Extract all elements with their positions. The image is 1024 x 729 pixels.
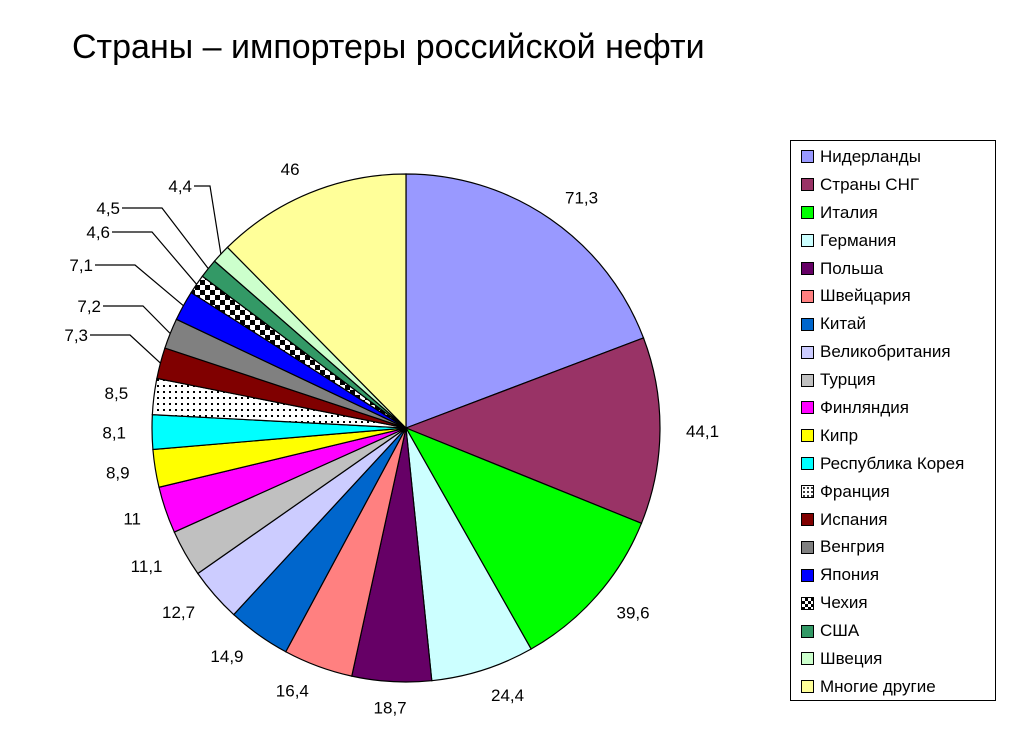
legend-item-кипр: Кипр (801, 422, 995, 450)
data-label-финляндия: 11 (123, 509, 141, 528)
data-label-швеция: 4,4 (168, 177, 192, 196)
pie-slice-многие-другие (226, 173, 407, 430)
legend-item-сша: США (801, 617, 995, 645)
data-label-сша: 4,5 (96, 199, 120, 218)
chart-title: Страны – импортеры российской нефти (72, 28, 705, 66)
legend-swatch (801, 150, 814, 164)
legend-item-чехия: Чехия (801, 589, 995, 617)
legend-label: Италия (820, 202, 878, 222)
legend-swatch (801, 262, 814, 275)
legend-swatch (801, 345, 814, 359)
legend-item-италия: Италия (801, 199, 995, 227)
legend-label: Польша (820, 258, 884, 278)
legend-label: Франция (820, 481, 890, 501)
legend-label: Турция (820, 370, 876, 390)
legend-label: Нидерланды (820, 146, 921, 166)
legend-label: Великобритания (820, 342, 951, 362)
legend-swatch (801, 429, 814, 443)
data-label-япония: 7,1 (69, 256, 93, 275)
legend-swatch (801, 457, 814, 471)
legend-label: Китай (820, 314, 866, 334)
legend-swatch (801, 401, 814, 415)
legend-item-швейцария: Швейцария (801, 282, 995, 310)
pie-slice-страны-снг (404, 337, 661, 525)
legend-label: Многие другие (820, 676, 936, 696)
legend-label: Швеция (820, 648, 883, 668)
data-label-испания: 7,3 (64, 326, 88, 345)
legend-item-китай: Китай (801, 310, 995, 338)
legend-label: Республика Корея (820, 453, 965, 473)
legend-label: Финляндия (820, 397, 909, 417)
legend-item-венгрия: Венгрия (801, 533, 995, 561)
legend-label: Венгрия (820, 537, 885, 557)
legend-swatch (801, 540, 814, 554)
pie-slice-нидерланды (405, 173, 645, 429)
legend-item-испания: Испания (801, 506, 995, 534)
pie-slice-италия (404, 426, 643, 650)
legend-swatch (801, 624, 814, 638)
leader-line-чехия (112, 231, 198, 285)
data-label-кипр: 8,9 (106, 464, 130, 483)
chart-legend: Нидерланды Страны СНГ Италия Германия Польша… (790, 140, 996, 701)
legend-label: Испания (820, 509, 888, 529)
data-label-турция: 11,1 (131, 557, 163, 576)
legend-swatch (801, 317, 814, 331)
legend-item-франция: Франция (801, 478, 995, 506)
leader-line-швеция (194, 185, 222, 255)
legend-swatch (801, 596, 814, 610)
legend-swatch (801, 652, 814, 666)
legend-swatch (801, 568, 814, 582)
legend-swatch (801, 485, 814, 499)
legend-item-многие-другие: Многие другие (801, 673, 995, 701)
leader-line-испания (90, 334, 161, 364)
legend-label: США (820, 621, 860, 641)
legend-item-польша: Польша (801, 255, 995, 283)
legend-swatch (801, 289, 814, 303)
data-label-венгрия: 7,2 (77, 297, 101, 316)
legend-label: Чехия (820, 593, 868, 613)
legend-label: Япония (820, 565, 880, 585)
data-label-швейцария: 16,4 (276, 682, 309, 701)
data-label-чехия: 4,6 (86, 223, 110, 242)
legend-item-финляндия: Финляндия (801, 394, 995, 422)
legend-label: Швейцария (820, 286, 911, 306)
leader-line-венгрия (103, 305, 171, 334)
legend-swatch (801, 206, 814, 220)
data-label-страны-снг: 44,1 (686, 422, 719, 441)
legend-item-германия: Германия (801, 227, 995, 255)
leader-line-сша (122, 207, 209, 269)
legend-label: Страны СНГ (820, 174, 920, 194)
legend-item-япония: Япония (801, 561, 995, 589)
data-label-франция: 8,5 (105, 384, 129, 403)
data-label-великобритания: 12,7 (162, 603, 195, 622)
legend-item-страны-снг: Страны СНГ (801, 171, 995, 199)
pie-chart: 71,3 44,1 39,6 24,4 18,7 16,4 14,9 12,7 11,1 11 8,… (64, 160, 719, 718)
legend-swatch (801, 178, 814, 192)
legend-item-республика-корея: Республика Корея (801, 450, 995, 478)
legend-item-швеция: Швеция (801, 645, 995, 673)
data-label-многие-другие: 46 (281, 160, 300, 179)
data-label-нидерланды: 71,3 (565, 189, 598, 208)
data-label-польша: 18,7 (374, 699, 407, 718)
legend-item-нидерланды: Нидерланды (801, 143, 995, 171)
legend-item-великобритания: Великобритания (801, 338, 995, 366)
legend-swatch (801, 373, 814, 387)
data-label-германия: 24,4 (491, 686, 524, 705)
data-label-китай: 14,9 (210, 647, 243, 666)
legend-swatch (801, 513, 814, 527)
legend-item-турция: Турция (801, 366, 995, 394)
leader-line-япония (95, 264, 184, 307)
data-label-италия: 39,6 (617, 604, 650, 623)
legend-label: Германия (820, 230, 897, 250)
data-label-республика-корея: 8,1 (102, 424, 126, 443)
legend-swatch (801, 680, 814, 694)
legend-label: Кипр (820, 425, 859, 445)
legend-swatch (801, 234, 814, 248)
